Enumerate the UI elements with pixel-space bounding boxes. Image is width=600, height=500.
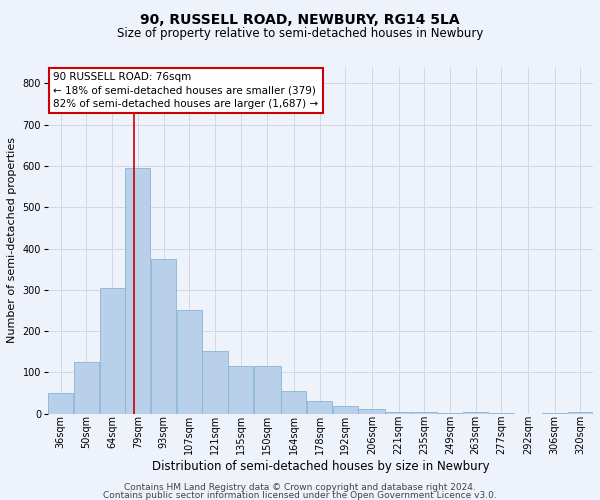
Text: Contains HM Land Registry data © Crown copyright and database right 2024.: Contains HM Land Registry data © Crown c… (124, 483, 476, 492)
Bar (437, 413, 463, 414)
Text: 90, RUSSELL ROAD, NEWBURY, RG14 5LA: 90, RUSSELL ROAD, NEWBURY, RG14 5LA (140, 12, 460, 26)
Bar (202, 351, 227, 414)
Bar (151, 259, 176, 414)
Bar (74, 362, 99, 414)
Bar (568, 412, 593, 414)
Bar (542, 413, 567, 414)
Bar (386, 412, 411, 414)
Bar (176, 310, 202, 414)
X-axis label: Distribution of semi-detached houses by size in Newbury: Distribution of semi-detached houses by … (152, 460, 490, 473)
Bar (307, 401, 332, 413)
Bar (463, 412, 488, 414)
Bar (489, 413, 514, 414)
Bar (125, 168, 151, 414)
Text: 90 RUSSELL ROAD: 76sqm
← 18% of semi-detached houses are smaller (379)
82% of se: 90 RUSSELL ROAD: 76sqm ← 18% of semi-det… (53, 72, 319, 108)
Bar (100, 288, 125, 414)
Bar (412, 412, 437, 414)
Bar (281, 391, 307, 413)
Bar (228, 366, 253, 414)
Bar (333, 406, 358, 413)
Y-axis label: Number of semi-detached properties: Number of semi-detached properties (7, 138, 17, 344)
Bar (254, 366, 281, 414)
Bar (48, 393, 73, 413)
Text: Size of property relative to semi-detached houses in Newbury: Size of property relative to semi-detach… (117, 28, 483, 40)
Bar (358, 410, 385, 414)
Text: Contains public sector information licensed under the Open Government Licence v3: Contains public sector information licen… (103, 492, 497, 500)
